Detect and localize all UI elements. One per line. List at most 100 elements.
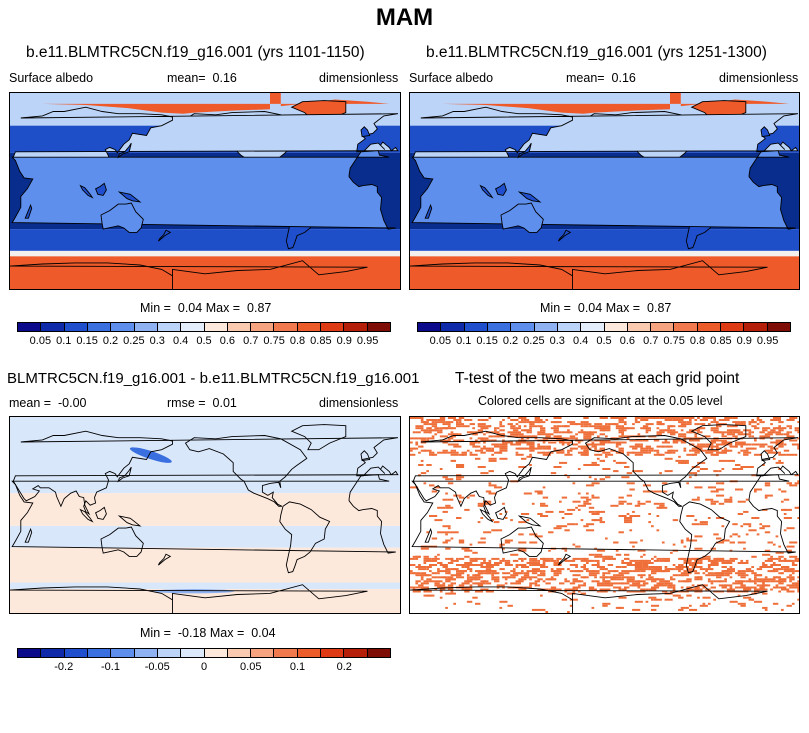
significant-cell [507, 576, 516, 579]
significant-cell [464, 562, 473, 564]
significant-cell [716, 574, 725, 577]
significant-cell [420, 572, 427, 575]
significant-cell [659, 429, 668, 432]
panel3-colorbar-tick-label: 0.1 [289, 661, 306, 673]
significant-cell [754, 582, 757, 585]
significant-cell [515, 572, 521, 575]
significant-cell [797, 421, 799, 424]
significant-cell [716, 494, 725, 497]
significant-cell [488, 435, 494, 438]
significant-cell [626, 590, 635, 593]
significant-cell [764, 482, 771, 485]
significant-cell [426, 439, 429, 442]
significant-cell [480, 557, 484, 560]
significant-cell [699, 523, 708, 526]
significant-cell [469, 559, 475, 562]
significant-cell [569, 582, 576, 585]
panel2-colorbar-tick-label: 0.8 [689, 335, 706, 347]
significant-cell [794, 584, 799, 587]
significant-cell [775, 439, 781, 442]
significant-cell [583, 576, 586, 579]
significant-cell [475, 457, 481, 460]
significant-cell [477, 582, 486, 585]
significant-cell [694, 572, 700, 575]
significant-cell [483, 502, 492, 505]
significant-cell [480, 580, 486, 583]
significant-cell [772, 576, 779, 579]
significant-cell [464, 590, 470, 593]
significant-cell [464, 508, 470, 511]
significant-cell [783, 557, 787, 560]
significant-cell [437, 570, 443, 573]
significant-cell [651, 570, 660, 573]
significant-cell [410, 437, 419, 440]
panel1-colorbar-tick-label: 0.75 [263, 335, 285, 347]
significant-cell [656, 515, 660, 517]
significant-cell [605, 453, 608, 456]
significant-cell [596, 510, 605, 513]
significant-cell [786, 559, 792, 562]
significant-cell [469, 423, 475, 426]
significant-cell [659, 423, 665, 426]
significant-cell [781, 580, 787, 583]
significant-cell [680, 590, 689, 593]
significant-cell [599, 555, 608, 558]
significant-cell [483, 580, 489, 583]
significant-cell [632, 582, 641, 585]
significant-cell [764, 531, 771, 534]
significant-cell [667, 427, 670, 430]
significant-cell [786, 570, 795, 573]
significant-cell [678, 564, 681, 566]
significant-cell [642, 417, 651, 419]
significant-cell [591, 441, 595, 444]
significant-cell [634, 419, 638, 421]
significant-cell [729, 541, 735, 544]
significant-cell [789, 580, 792, 583]
significant-cell [483, 419, 489, 421]
significant-cell [659, 506, 668, 509]
significant-cell [618, 582, 624, 585]
significant-cell [629, 541, 638, 544]
significant-cell [564, 559, 573, 562]
significant-cell [596, 590, 600, 593]
significant-cell [762, 562, 765, 564]
significant-cell [572, 574, 581, 577]
significant-cell [485, 568, 492, 571]
significant-cell [710, 441, 716, 444]
significant-cell [640, 539, 643, 542]
significant-cell [732, 431, 735, 434]
significant-cell [586, 570, 595, 573]
significant-cell [754, 588, 763, 591]
significant-cell [602, 425, 611, 428]
significant-cell [580, 504, 586, 507]
significant-cell [586, 443, 592, 446]
significant-cell [483, 559, 486, 562]
significant-cell [510, 582, 519, 585]
significant-cell [764, 484, 771, 487]
significant-cell [529, 584, 532, 587]
significant-cell [689, 419, 692, 421]
significant-cell [618, 500, 627, 503]
significant-cell [415, 443, 419, 446]
land-japan [117, 142, 132, 159]
significant-cell [591, 461, 597, 464]
significant-cell [594, 449, 603, 452]
significant-cell [721, 443, 730, 446]
significant-cell [559, 431, 562, 434]
significant-cell [686, 586, 692, 589]
significant-cell [521, 417, 527, 419]
significant-cell [661, 490, 668, 493]
significant-cell [686, 557, 695, 560]
significant-cell [518, 580, 521, 583]
significant-cell [577, 570, 584, 573]
significant-cell [680, 572, 687, 575]
significant-cell [718, 584, 727, 587]
land-uk [360, 126, 371, 138]
significant-cell [434, 421, 443, 424]
significant-cell [661, 541, 665, 544]
significant-cell [629, 559, 638, 562]
significant-cell [772, 441, 779, 444]
significant-cell [469, 578, 478, 581]
significant-cell [415, 557, 419, 560]
significant-cell [480, 472, 489, 475]
